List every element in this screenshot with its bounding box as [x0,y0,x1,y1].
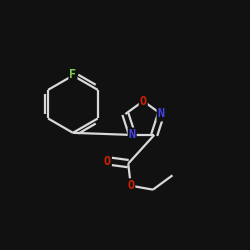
Text: F: F [69,68,76,81]
Text: O: O [127,179,134,192]
Text: N: N [158,108,164,120]
Text: N: N [129,128,136,141]
Text: O: O [140,94,147,108]
Text: O: O [104,154,111,168]
